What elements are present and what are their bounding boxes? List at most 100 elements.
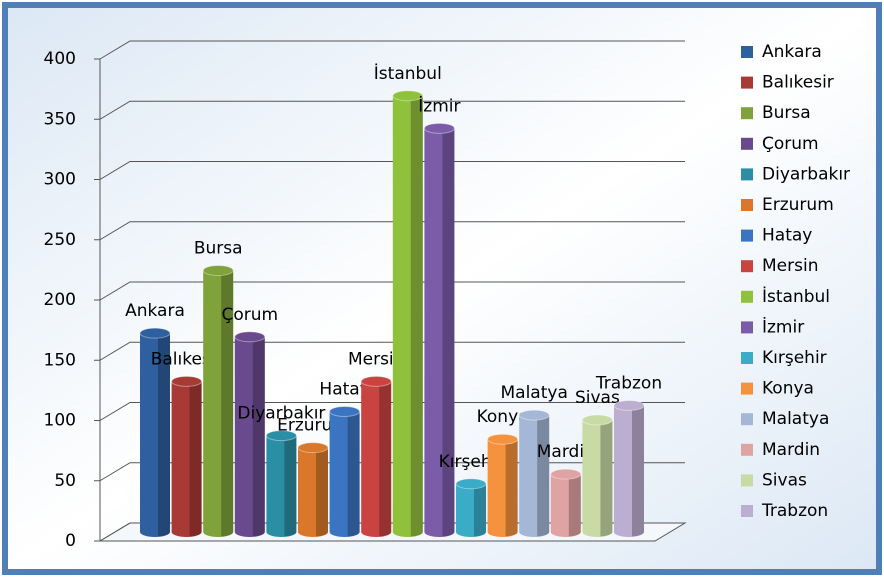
legend-swatch	[741, 199, 753, 211]
grid-line	[99, 161, 685, 180]
bar-top	[234, 331, 266, 343]
bar-shade	[505, 439, 518, 537]
bar-shade	[537, 415, 550, 537]
bar	[234, 336, 265, 537]
legend-label: Erzurum	[762, 195, 834, 215]
bar	[519, 415, 550, 537]
legend-label: Trabzon	[761, 501, 828, 521]
y-tick-label: 200	[44, 290, 76, 310]
y-tick-label: 250	[44, 230, 76, 250]
bar-top	[613, 399, 645, 411]
legend-label: Balıkesir	[762, 73, 834, 93]
data-label: Mardin	[537, 442, 595, 462]
bar-shade	[474, 483, 486, 537]
bar-top	[392, 90, 424, 102]
grid-line	[99, 221, 685, 241]
bar-shade	[568, 474, 581, 537]
bar-top	[518, 409, 550, 421]
legend-swatch	[741, 260, 753, 273]
bar-top	[423, 122, 455, 134]
bar	[582, 419, 613, 537]
bar	[392, 95, 423, 537]
legend-label: Mersin	[762, 256, 818, 276]
data-label: Mersin	[348, 349, 404, 369]
bar	[456, 483, 486, 537]
bar-shade	[347, 411, 360, 537]
legend-swatch	[741, 443, 753, 456]
bar	[614, 405, 644, 537]
bar-top	[265, 430, 297, 442]
legend-label: Hatay	[762, 226, 812, 246]
grid-line	[99, 402, 685, 421]
data-label: Malatya	[501, 383, 568, 403]
legend-swatch	[741, 229, 753, 242]
data-label: Trabzon	[595, 373, 662, 393]
data-label: Diyarbakır	[237, 404, 325, 424]
legend-swatch	[741, 413, 753, 426]
data-label: Sivas	[575, 388, 620, 408]
legend-swatch	[741, 290, 753, 303]
bar-shade	[284, 435, 297, 537]
bar-shade	[158, 333, 170, 537]
grid-line	[99, 341, 685, 361]
y-tick-label: 0	[65, 531, 76, 551]
grid-line	[99, 40, 685, 60]
legend-swatch	[741, 382, 753, 395]
data-label: İzmir	[418, 95, 460, 116]
bar-shade	[252, 336, 265, 537]
legend-swatch	[741, 505, 753, 517]
y-tick-label: 100	[44, 411, 76, 431]
bar-top	[487, 433, 519, 445]
bar-shade	[221, 270, 234, 537]
bar	[329, 411, 360, 537]
legend-label: Mardin	[762, 440, 820, 460]
legend-swatch	[741, 352, 753, 364]
bar	[171, 381, 202, 537]
data-label: Hatay	[319, 380, 369, 400]
legend-swatch	[741, 107, 753, 120]
bar-top	[550, 468, 582, 480]
legend-label: Diyarbakır	[762, 164, 850, 184]
data-label: Çorum	[221, 305, 278, 325]
bar	[140, 333, 170, 537]
data-label: Bursa	[194, 239, 243, 259]
legend-label: İzmir	[762, 316, 804, 337]
legend-label: Kırşehir	[762, 348, 827, 368]
bar-shade	[316, 447, 328, 537]
legend-label: Ankara	[762, 42, 822, 62]
legend-swatch	[741, 321, 753, 334]
data-label: Konya	[477, 407, 529, 427]
data-label: Kırşehir	[439, 452, 504, 472]
bar-top	[139, 327, 171, 339]
bar-top	[455, 478, 487, 490]
bar	[298, 447, 328, 537]
legend-label: Sivas	[762, 470, 807, 490]
bar-shade	[379, 381, 392, 537]
data-label: İstanbul	[374, 63, 442, 84]
bar-top	[360, 375, 392, 387]
bar-top	[297, 442, 329, 454]
bar-top	[329, 406, 361, 417]
legend-label: Konya	[762, 379, 814, 399]
y-tick-label: 400	[44, 49, 76, 69]
bar-shade	[189, 381, 202, 537]
bar	[550, 474, 581, 537]
legend-label: Malatya	[762, 409, 829, 429]
legend-label: Çorum	[762, 134, 819, 154]
legend-swatch	[741, 474, 753, 487]
legend-swatch	[741, 168, 753, 181]
y-tick-label: 350	[44, 109, 76, 129]
legend-swatch	[741, 137, 753, 150]
legend-label: İstanbul	[762, 286, 830, 307]
y-tick-label: 300	[44, 170, 76, 190]
grid-line	[99, 281, 685, 301]
bar-shade	[632, 405, 644, 537]
data-label: Ankara	[125, 301, 185, 321]
bar-shade	[410, 95, 423, 537]
legend-label: Bursa	[762, 103, 811, 123]
grid-line	[99, 100, 685, 120]
bar	[266, 435, 297, 537]
bar-shade	[600, 419, 613, 537]
bar	[203, 270, 234, 537]
